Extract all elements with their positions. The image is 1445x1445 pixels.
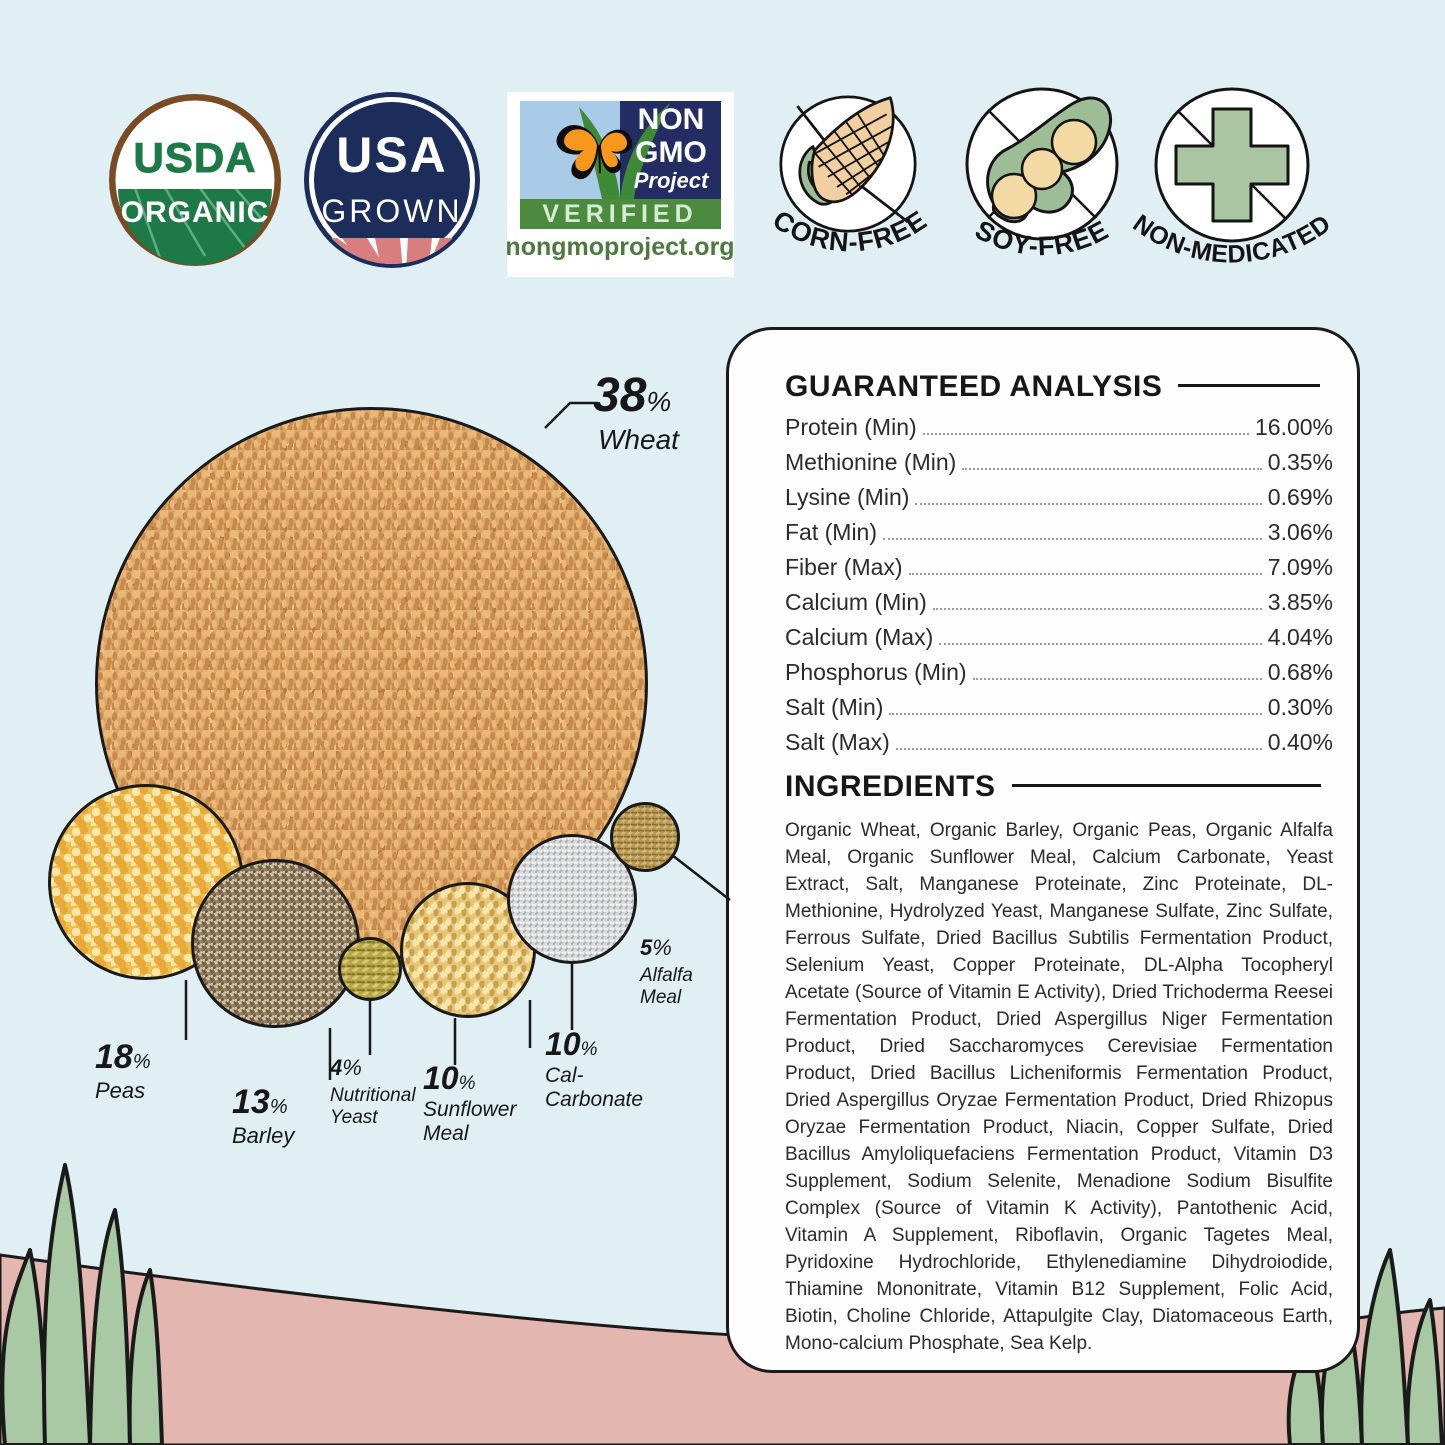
- svg-text:NON: NON: [638, 103, 705, 136]
- svg-text:ORGANIC: ORGANIC: [121, 196, 270, 229]
- svg-text:VERIFIED: VERIFIED: [542, 200, 697, 228]
- svg-text:nongmoproject.org: nongmoproject.org: [505, 233, 734, 261]
- svg-text:USA: USA: [336, 127, 448, 183]
- svg-text:USDA: USDA: [133, 134, 256, 181]
- svg-text:Project: Project: [634, 168, 710, 193]
- svg-text:GROWN: GROWN: [321, 193, 462, 229]
- svg-text:GMO: GMO: [635, 136, 707, 169]
